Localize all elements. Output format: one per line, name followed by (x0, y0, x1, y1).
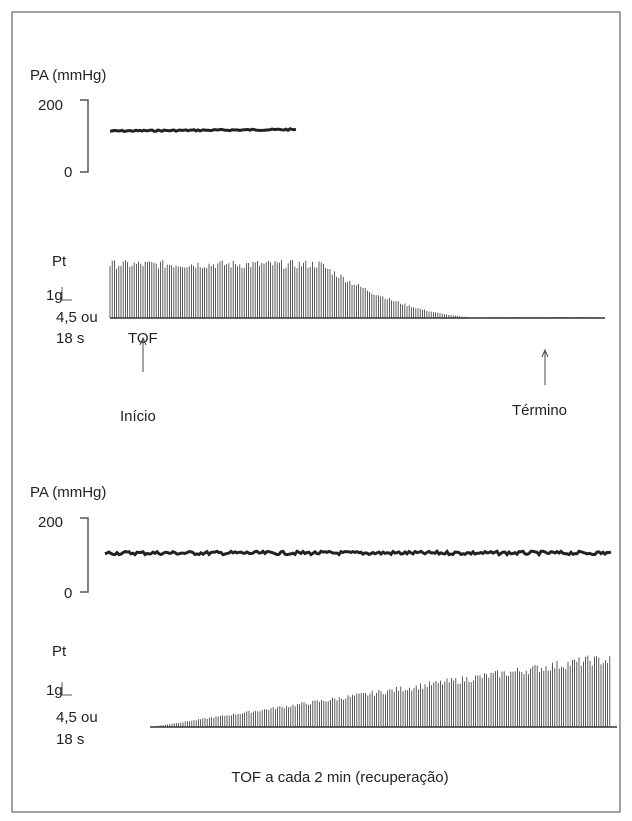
caption: TOF a cada 2 min (recuperação) (231, 769, 448, 786)
frame (11, 11, 621, 813)
scale-top: 200 (38, 514, 63, 531)
pressure-trace (104, 548, 612, 558)
trace-segment (104, 548, 612, 558)
force-scale: 1g (46, 682, 63, 699)
pa-label: PA (mmHg) (30, 484, 106, 501)
time-scale: 4,5 ou (56, 309, 98, 326)
scale-bar (61, 682, 72, 696)
twitch-trace (150, 655, 617, 728)
scale-top: 200 (38, 97, 63, 114)
scale-bracket (80, 517, 89, 593)
time-scale: 4,5 ou (56, 709, 98, 726)
start-label: Início (120, 408, 156, 425)
arrow (139, 336, 147, 372)
time-scale: 18 s (56, 330, 84, 347)
trace-segment (109, 127, 297, 134)
pt-label: Pt (52, 643, 67, 660)
pressure-trace (109, 127, 297, 134)
end-label: Término (512, 402, 567, 419)
pt-label: Pt (52, 253, 67, 270)
arrow (541, 348, 549, 385)
pa-label: PA (mmHg) (30, 67, 106, 84)
twitch-trace (109, 260, 605, 319)
scale-bottom: 0 (64, 585, 72, 602)
scale-bottom: 0 (64, 164, 72, 181)
scale-bracket (80, 99, 89, 173)
time-scale: 18 s (56, 731, 84, 748)
scale-bar (61, 287, 72, 301)
force-scale: 1g (46, 287, 63, 304)
